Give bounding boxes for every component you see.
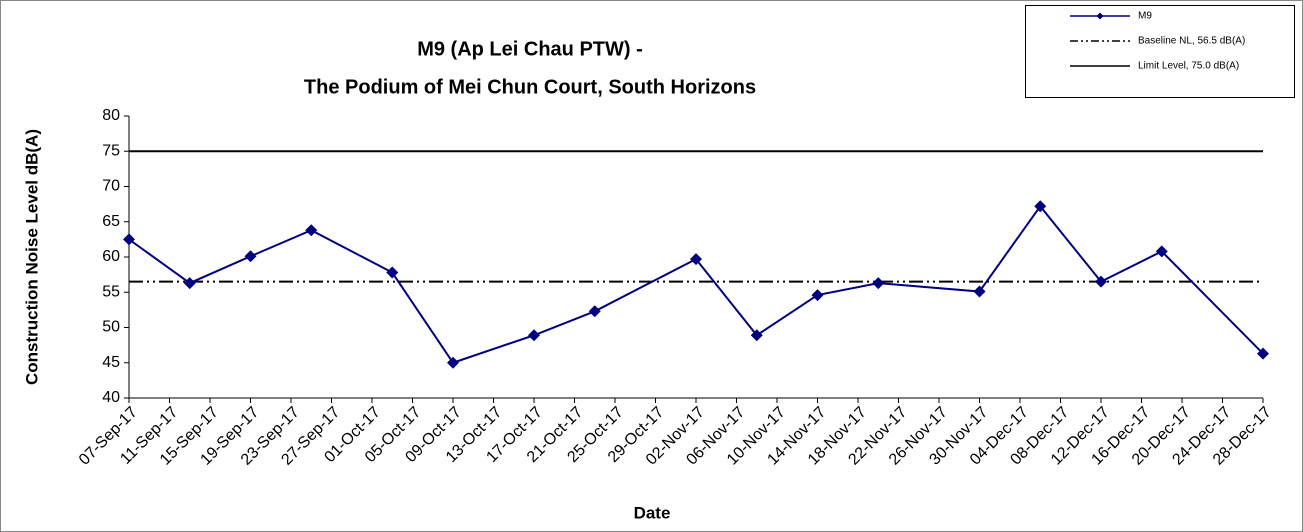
legend-text: Baseline NL, 56.5 dB(A) (1138, 36, 1245, 47)
data-point (123, 233, 135, 246)
y-axis-label: Construction Noise Level dB(A) (22, 129, 41, 385)
y-tick-label: 65 (102, 213, 120, 230)
y-tick-label: 55 (102, 283, 120, 300)
legend-text: Limit Level, 75.0 dB(A) (1138, 61, 1239, 72)
y-tick-label: 50 (102, 319, 120, 336)
y-tick-label: 60 (102, 248, 120, 265)
y-tick-label: 75 (102, 142, 120, 159)
y-tick-label: 45 (102, 354, 120, 371)
data-point (1257, 347, 1269, 360)
legend-text: M9 (1138, 11, 1152, 22)
data-point (305, 224, 318, 237)
data-point (1155, 245, 1168, 258)
data-point (1095, 275, 1107, 288)
legend-box (1025, 5, 1295, 98)
data-point (973, 285, 986, 298)
chart-title: M9 (Ap Lei Chau PTW) - (417, 38, 643, 60)
data-point (386, 266, 399, 279)
y-tick-label: 40 (102, 389, 120, 406)
y-tick-label: 70 (102, 178, 120, 195)
legend-marker (1096, 12, 1104, 20)
data-point (183, 277, 196, 290)
data-point (528, 329, 540, 342)
data-point (690, 253, 702, 266)
x-axis-label: Date (634, 503, 671, 522)
data-point (588, 305, 601, 318)
data-point (1034, 200, 1047, 213)
data-point (447, 356, 459, 369)
data-point (244, 250, 257, 263)
data-point (811, 289, 824, 302)
data-point (872, 277, 885, 290)
y-tick-label: 80 (102, 107, 120, 124)
chart-subtitle: The Podium of Mei Chun Court, South Hori… (304, 76, 756, 98)
data-point (750, 329, 763, 342)
